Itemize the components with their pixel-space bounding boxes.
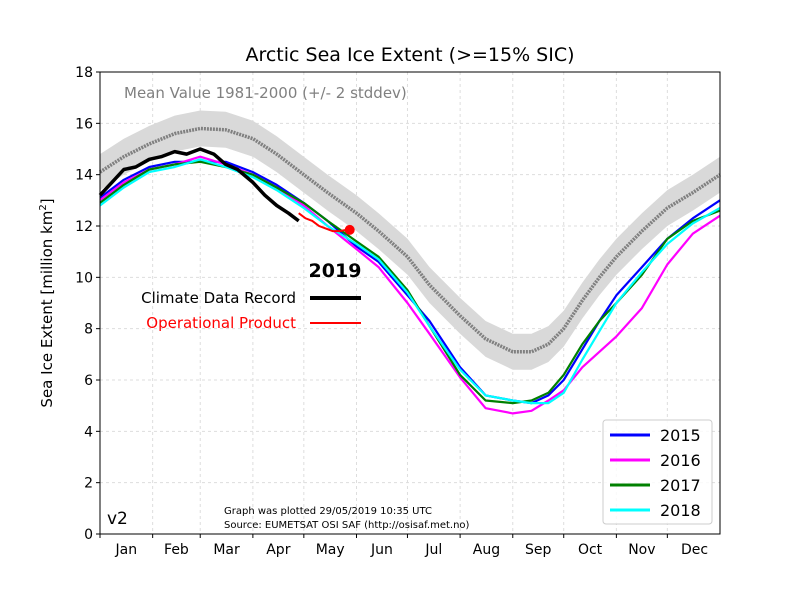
x-tick-label: Sep — [525, 542, 552, 558]
op-legend-label: Operational Product — [146, 314, 296, 332]
series-line-2016 — [99, 155, 721, 415]
series-lines-group — [98, 126, 721, 415]
x-ticks-group: Jan Feb Mar Apr May Jun Jul Aug Sep Oct Nov Dec — [99, 534, 708, 558]
x-tick-label: Nov — [628, 542, 655, 558]
y-tick-label: 10 — [75, 270, 93, 286]
current-year-label: 2019 — [309, 260, 362, 282]
latest-value-marker — [344, 224, 355, 235]
y-axis-label-end: ] — [38, 198, 56, 204]
chart-title: Arctic Sea Ice Extent (>=15% SIC) — [245, 44, 574, 66]
y-tick-label: 6 — [84, 373, 93, 389]
years-legend: 2015 2016 2017 2018 — [602, 419, 713, 525]
x-tick-label: Dec — [681, 542, 708, 558]
x-tick-label: Apr — [266, 542, 290, 558]
version-label: v2 — [107, 509, 128, 529]
y-axis-label: Sea Ice Extent [million km2] — [38, 198, 56, 407]
footer-source: Source: EUMETSAT OSI SAF (http://osisaf.… — [224, 520, 470, 531]
mean-stddev-band — [100, 110, 720, 370]
y-tick-label: 14 — [75, 168, 93, 184]
x-tick-label: Jun — [370, 542, 393, 558]
y-tick-label: 8 — [84, 322, 93, 338]
x-tick-label: May — [316, 542, 345, 558]
legend-label-2016: 2016 — [660, 451, 701, 470]
x-tick-label: Oct — [578, 542, 603, 558]
years-legend-box — [602, 419, 713, 525]
cdr-legend-label: Climate Data Record — [141, 289, 296, 307]
x-tick-label: Jul — [424, 542, 442, 558]
mean-stddev-band-group — [100, 110, 720, 370]
y-tick-label: 4 — [84, 424, 93, 440]
x-tick-label: Jan — [115, 542, 138, 558]
y-ticks-group: 0 2 4 6 8 10 12 14 16 18 — [75, 65, 100, 543]
y-axis-label-main: Sea Ice Extent [million km — [38, 211, 56, 408]
y-axis-label-superscript: 2 — [38, 204, 49, 210]
footer-plotted-date: Graph was plotted 29/05/2019 10:35 UTC — [224, 506, 432, 517]
legend-label-2017: 2017 — [660, 476, 701, 495]
series-line-2018 — [99, 158, 721, 405]
y-tick-label: 16 — [75, 116, 93, 132]
x-tick-label: Feb — [164, 542, 189, 558]
x-tick-label: Mar — [213, 542, 240, 558]
legend-label-2015: 2015 — [660, 426, 701, 445]
years-legend-items: 2015 2016 2017 2018 — [610, 426, 701, 520]
plot-area-frame — [99, 71, 721, 535]
y-tick-label: 18 — [75, 65, 93, 81]
y-tick-label: 2 — [84, 476, 93, 492]
mean-line — [99, 126, 721, 354]
legend-label-2018: 2018 — [660, 501, 701, 520]
cdr-2019-line — [98, 147, 300, 223]
y-tick-label: 0 — [84, 527, 93, 543]
x-tick-label: Aug — [473, 542, 500, 558]
y-tick-label: 12 — [75, 219, 93, 235]
op-2019-line — [298, 212, 350, 233]
mean-value-label: Mean Value 1981-2000 (+/- 2 stddev) — [124, 84, 407, 102]
